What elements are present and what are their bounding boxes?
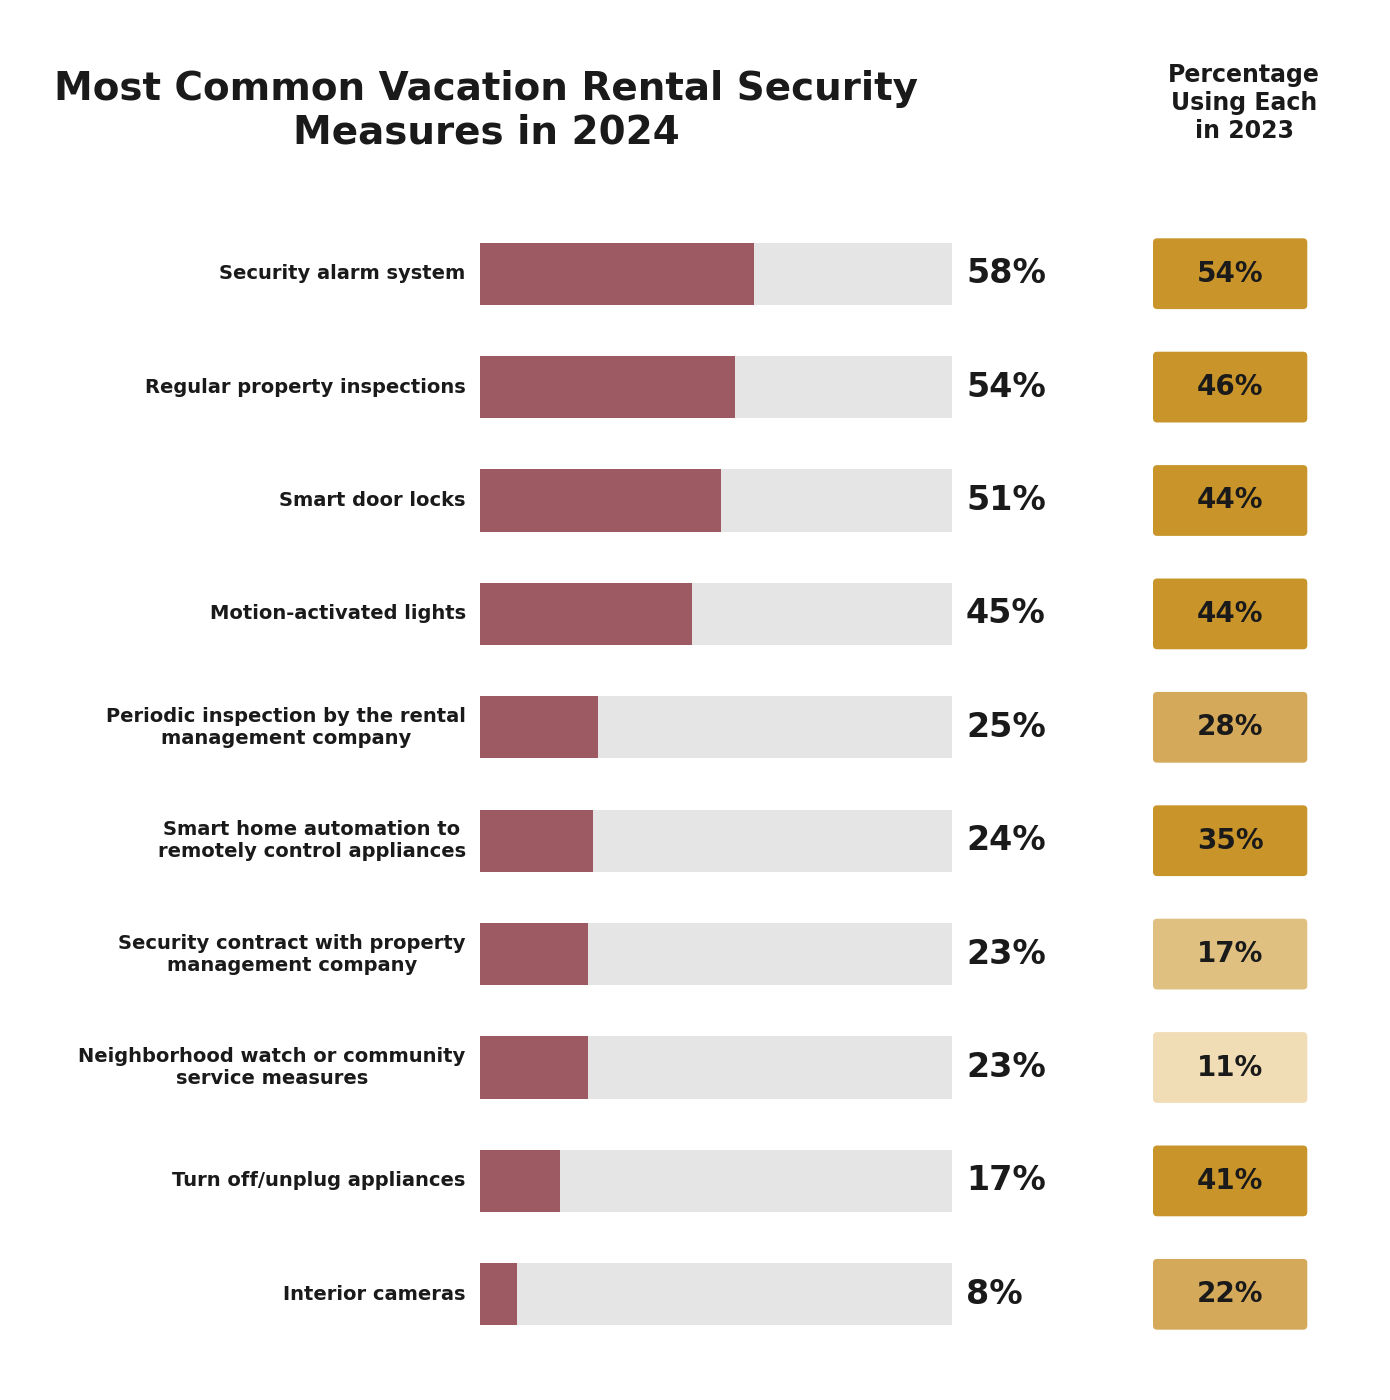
FancyBboxPatch shape <box>1154 1145 1308 1217</box>
Text: 24%: 24% <box>966 825 1045 857</box>
Text: 54%: 54% <box>1197 260 1264 288</box>
Bar <box>480 1036 588 1099</box>
Text: 22%: 22% <box>1197 1280 1264 1308</box>
Text: 58%: 58% <box>966 258 1045 290</box>
Text: 23%: 23% <box>966 1051 1045 1084</box>
Bar <box>480 1263 952 1326</box>
Bar <box>480 1149 952 1212</box>
Bar <box>480 242 753 305</box>
Text: Regular property inspections: Regular property inspections <box>145 378 466 396</box>
Bar <box>480 469 952 532</box>
FancyBboxPatch shape <box>1154 238 1308 309</box>
Text: Security contract with property
management company: Security contract with property manageme… <box>118 934 466 974</box>
Text: 8%: 8% <box>966 1278 1023 1310</box>
Text: 44%: 44% <box>1197 486 1264 514</box>
Bar <box>480 809 594 872</box>
Text: Smart home automation to
remotely control appliances: Smart home automation to remotely contro… <box>157 820 466 861</box>
Text: 51%: 51% <box>966 484 1045 517</box>
Bar <box>480 242 952 305</box>
Text: Periodic inspection by the rental
management company: Periodic inspection by the rental manage… <box>106 707 466 748</box>
Bar <box>480 696 952 759</box>
Bar <box>480 1036 952 1099</box>
Text: Turn off/unplug appliances: Turn off/unplug appliances <box>172 1172 466 1190</box>
Bar <box>480 1149 560 1212</box>
Text: 41%: 41% <box>1197 1166 1264 1194</box>
Text: 11%: 11% <box>1197 1053 1264 1081</box>
Bar <box>480 923 952 986</box>
Text: 23%: 23% <box>966 938 1045 970</box>
Text: Motion-activated lights: Motion-activated lights <box>210 605 466 623</box>
Bar <box>480 582 692 645</box>
Text: 46%: 46% <box>1197 372 1264 400</box>
Text: 17%: 17% <box>966 1165 1045 1197</box>
FancyBboxPatch shape <box>1154 351 1308 423</box>
Text: Smart door locks: Smart door locks <box>279 491 466 510</box>
Bar <box>480 923 588 986</box>
Text: 44%: 44% <box>1197 599 1264 627</box>
FancyBboxPatch shape <box>1154 692 1308 763</box>
FancyBboxPatch shape <box>1154 805 1308 876</box>
FancyBboxPatch shape <box>1154 918 1308 990</box>
Text: 25%: 25% <box>966 711 1045 743</box>
Text: 45%: 45% <box>966 598 1045 630</box>
FancyBboxPatch shape <box>1154 465 1308 536</box>
Text: Neighborhood watch or community
service measures: Neighborhood watch or community service … <box>78 1047 466 1088</box>
Text: Percentage
Using Each
in 2023: Percentage Using Each in 2023 <box>1168 63 1320 143</box>
FancyBboxPatch shape <box>1154 578 1308 650</box>
Text: 17%: 17% <box>1197 941 1264 969</box>
Text: Most Common Vacation Rental Security
Measures in 2024: Most Common Vacation Rental Security Mea… <box>54 70 919 153</box>
Bar <box>480 1263 517 1326</box>
Text: Security alarm system: Security alarm system <box>220 265 466 283</box>
Bar <box>480 696 598 759</box>
Bar <box>480 582 952 645</box>
Text: 54%: 54% <box>966 371 1045 403</box>
Bar <box>480 469 720 532</box>
Text: 35%: 35% <box>1197 826 1264 854</box>
Text: Interior cameras: Interior cameras <box>284 1285 466 1303</box>
FancyBboxPatch shape <box>1154 1259 1308 1330</box>
Bar <box>480 356 735 419</box>
FancyBboxPatch shape <box>1154 1032 1308 1103</box>
Text: 28%: 28% <box>1197 713 1264 742</box>
Bar <box>480 356 952 419</box>
Bar <box>480 809 952 872</box>
